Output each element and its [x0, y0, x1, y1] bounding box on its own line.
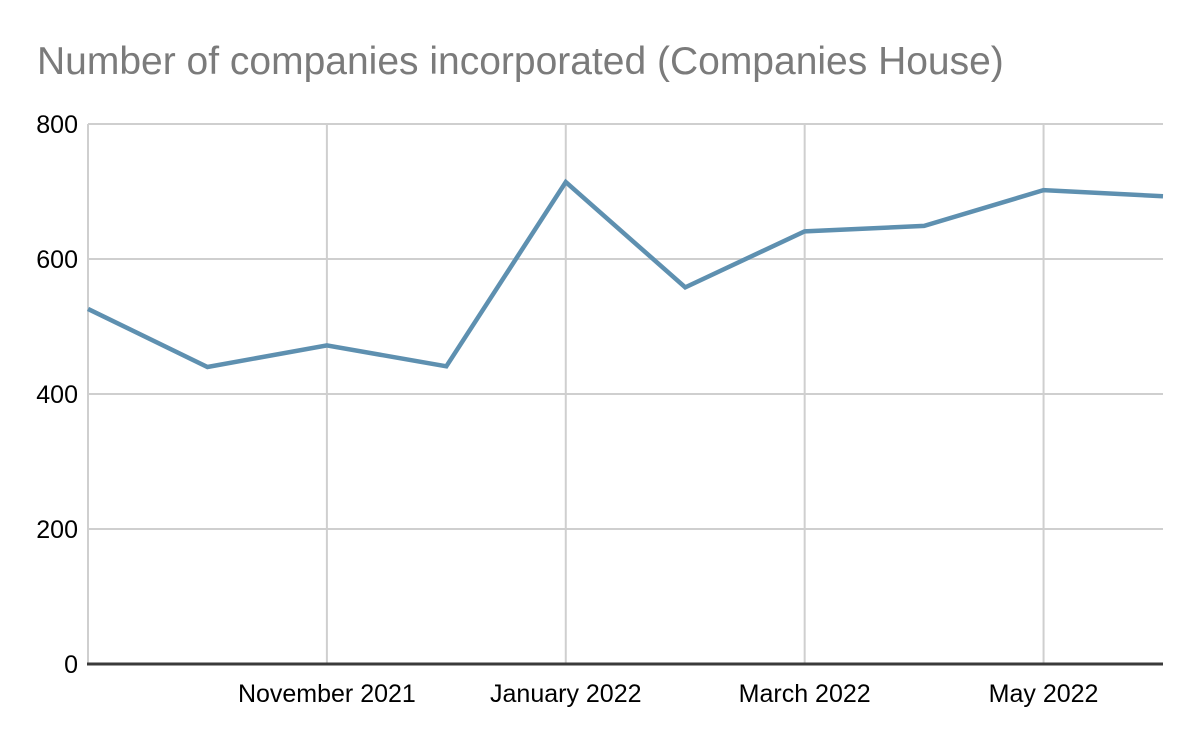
x-tick-label: November 2021: [238, 680, 416, 708]
chart-title: Number of companies incorporated (Compan…: [37, 40, 1004, 83]
series-line: [87, 178, 1164, 370]
y-tick-label: 200: [36, 516, 78, 544]
x-tick-label: May 2022: [989, 680, 1099, 708]
y-tick-label: 400: [36, 381, 78, 409]
y-tick-label: 600: [36, 246, 78, 274]
y-tick-label: 800: [36, 111, 78, 139]
x-tick-label: January 2022: [490, 680, 642, 708]
x-tick-label: March 2022: [739, 680, 871, 708]
y-tick-label: 0: [64, 651, 78, 679]
